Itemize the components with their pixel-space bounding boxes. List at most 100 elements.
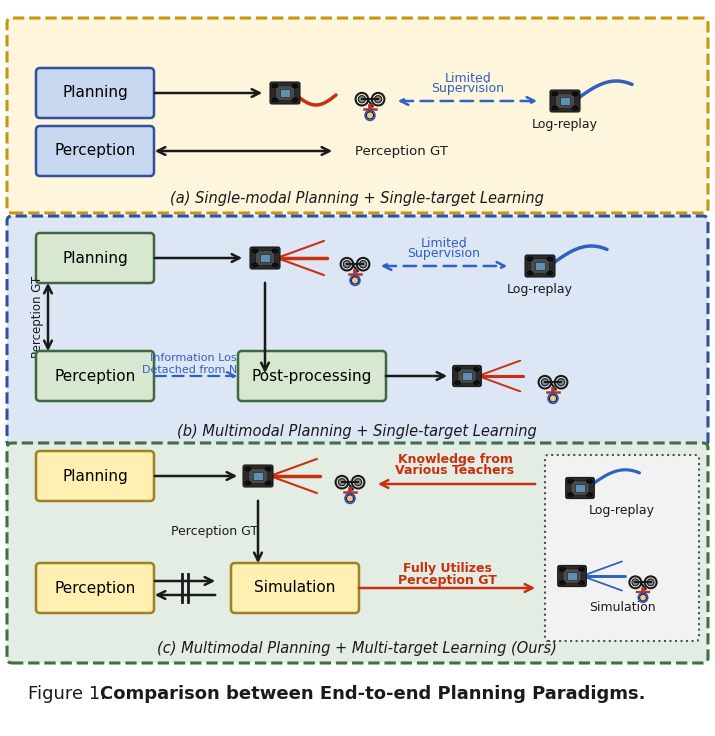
Ellipse shape [560,581,566,584]
Text: Simulation: Simulation [255,581,335,595]
Ellipse shape [265,481,271,485]
Bar [576,484,585,492]
Circle shape [541,378,548,386]
FancyBboxPatch shape [249,469,267,484]
Ellipse shape [265,467,271,471]
Ellipse shape [473,367,479,371]
Ellipse shape [272,263,278,267]
Text: Perception GT: Perception GT [172,526,259,539]
FancyBboxPatch shape [7,443,708,663]
Circle shape [343,261,350,268]
Text: Simulation: Simulation [588,601,656,614]
Ellipse shape [560,567,566,571]
Bar [560,97,570,105]
Circle shape [375,96,382,103]
FancyBboxPatch shape [7,18,708,213]
Circle shape [549,394,556,402]
Text: Planning: Planning [62,469,128,484]
FancyBboxPatch shape [255,250,275,266]
FancyBboxPatch shape [231,563,359,613]
FancyBboxPatch shape [525,255,555,277]
Ellipse shape [547,257,553,261]
Ellipse shape [252,249,258,253]
Text: Detached from NN.: Detached from NN. [142,365,250,375]
FancyBboxPatch shape [36,126,154,176]
Circle shape [632,579,638,586]
Ellipse shape [552,92,558,96]
FancyBboxPatch shape [36,451,154,501]
Ellipse shape [272,249,278,253]
Ellipse shape [292,98,298,102]
Ellipse shape [455,367,460,371]
Text: Perception: Perception [54,144,136,158]
Text: Various Teachers: Various Teachers [395,464,515,477]
Circle shape [358,96,365,103]
FancyBboxPatch shape [558,565,586,587]
Ellipse shape [547,271,553,275]
Text: Post-processing: Post-processing [252,369,373,383]
Ellipse shape [586,479,592,484]
FancyBboxPatch shape [243,465,273,487]
Text: Comparison between End-to-end Planning Paradigms.: Comparison between End-to-end Planning P… [100,685,646,703]
Text: (b) Multimodal Planning + Single-target Learning: (b) Multimodal Planning + Single-target … [177,424,537,439]
Text: Log-replay: Log-replay [507,283,573,296]
FancyBboxPatch shape [531,258,550,274]
Ellipse shape [568,479,573,484]
Text: Planning: Planning [62,85,128,101]
Bar [463,372,472,380]
Ellipse shape [578,581,584,584]
FancyBboxPatch shape [566,478,594,498]
Ellipse shape [455,381,460,384]
Text: (a) Single-modal Planning + Single-target Learning: (a) Single-modal Planning + Single-targe… [170,191,544,206]
Ellipse shape [292,84,298,88]
Text: (c) Multimodal Planning + Multi-target Learning (Ours): (c) Multimodal Planning + Multi-target L… [157,641,557,656]
Ellipse shape [252,263,258,267]
Circle shape [346,495,354,502]
Text: Supervision: Supervision [431,82,505,95]
FancyBboxPatch shape [275,85,295,101]
FancyBboxPatch shape [545,455,699,641]
Text: Perception: Perception [54,369,136,383]
Text: Figure 1.: Figure 1. [28,685,112,703]
Circle shape [351,277,359,284]
Text: Limited: Limited [445,72,491,85]
Text: Planning: Planning [62,250,128,266]
Ellipse shape [272,98,278,102]
FancyBboxPatch shape [36,68,154,118]
Bar [280,89,290,97]
Text: Perception GT: Perception GT [355,144,448,158]
Text: Knowledge from: Knowledge from [398,453,513,466]
Circle shape [366,112,374,119]
Circle shape [640,594,646,601]
FancyBboxPatch shape [563,569,581,583]
Circle shape [338,478,345,486]
FancyBboxPatch shape [36,233,154,283]
Ellipse shape [572,92,578,96]
FancyBboxPatch shape [556,93,574,108]
Bar [253,472,263,480]
Text: Supervision: Supervision [408,247,480,260]
Ellipse shape [586,492,592,497]
Circle shape [355,478,362,486]
Ellipse shape [552,106,558,110]
Text: Log-replay: Log-replay [532,118,598,131]
Ellipse shape [578,567,584,571]
FancyBboxPatch shape [7,216,708,446]
Circle shape [647,579,654,586]
Ellipse shape [473,381,479,384]
FancyBboxPatch shape [550,90,580,112]
Circle shape [360,261,367,268]
Ellipse shape [527,271,533,275]
Text: Information Loss: Information Loss [150,353,242,363]
FancyBboxPatch shape [36,351,154,401]
Bar [260,254,270,262]
Text: Perception GT: Perception GT [398,574,496,587]
Text: Fully Utilizes: Fully Utilizes [403,562,491,575]
Ellipse shape [272,84,278,88]
FancyBboxPatch shape [238,351,386,401]
Ellipse shape [568,492,573,497]
FancyBboxPatch shape [36,563,154,613]
Text: Perception: Perception [54,581,136,595]
FancyBboxPatch shape [571,481,589,495]
Ellipse shape [245,481,251,485]
